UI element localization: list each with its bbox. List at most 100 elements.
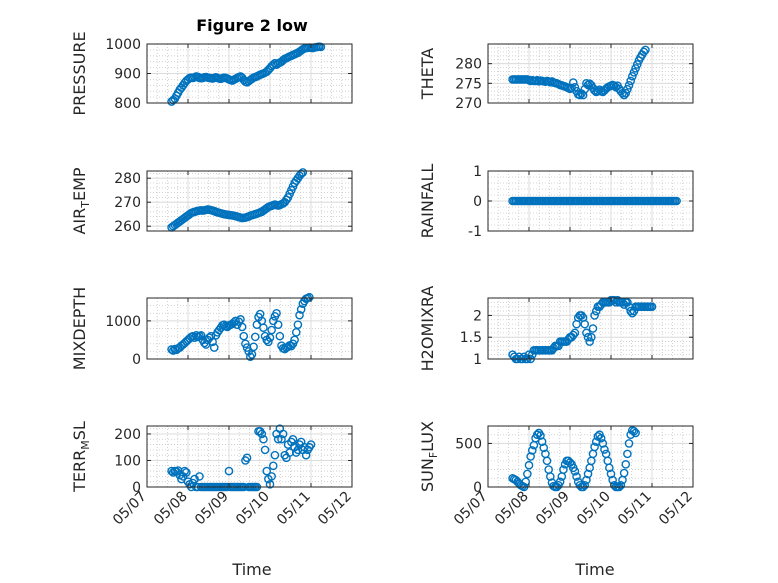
y-axis-label: THETA <box>418 48 437 100</box>
data-point <box>278 429 288 439</box>
data-point <box>623 84 632 94</box>
y-tick-label: 500 <box>455 436 482 452</box>
data-point <box>265 480 275 489</box>
y-tick-label: 1 <box>473 352 482 368</box>
data-point <box>598 439 608 448</box>
data-point <box>647 302 657 312</box>
data-point <box>224 466 234 476</box>
data-point <box>568 78 578 87</box>
data-point <box>190 474 199 484</box>
data-point <box>288 434 298 444</box>
data-point <box>260 445 270 455</box>
data-point <box>570 82 580 92</box>
data-point <box>606 469 616 479</box>
y-tick-label: 1000 <box>105 314 141 330</box>
data-point <box>590 311 599 320</box>
data-point <box>277 434 286 444</box>
data-point <box>619 468 629 478</box>
data-point <box>555 477 565 487</box>
panel-theta: 270 275 280 THETA <box>418 43 694 112</box>
data-point <box>631 64 640 73</box>
data-point <box>539 443 549 453</box>
data-point <box>306 440 316 449</box>
data-point <box>259 434 268 444</box>
y-axis-label: AIRTEMP <box>70 167 92 234</box>
data-point <box>621 460 631 469</box>
y-tick-label: 0 <box>132 352 141 368</box>
data-point <box>267 325 276 335</box>
y-tick-label: 275 <box>455 76 482 92</box>
data-point <box>239 331 249 341</box>
data-point <box>301 450 311 460</box>
data-point <box>249 342 258 352</box>
data-point <box>632 60 642 69</box>
x-tick-label: 05/12 <box>315 489 355 529</box>
data-point <box>296 169 306 179</box>
y-tick-label: 270 <box>114 195 141 211</box>
data-point <box>626 306 635 316</box>
data-point <box>568 330 578 340</box>
panel-pressure: 800 900 1000 PRESSURE <box>70 31 353 116</box>
data-point <box>631 428 640 438</box>
data-point <box>257 429 267 439</box>
data-point <box>206 331 216 341</box>
data-point <box>577 311 586 320</box>
data-point <box>582 475 591 485</box>
data-point <box>267 472 276 481</box>
y-tick-label: 260 <box>114 219 141 235</box>
y-tick-label: -1 <box>468 224 482 240</box>
x-axis-label-left: Time <box>231 560 271 579</box>
data-point <box>265 333 275 342</box>
data-point <box>316 42 326 52</box>
x-tick-label: 05/08 <box>151 489 191 529</box>
data-point <box>209 343 219 352</box>
data-point <box>182 468 191 477</box>
data-point <box>641 45 650 55</box>
data-point <box>559 465 568 474</box>
y-tick-label: 280 <box>114 171 141 187</box>
data-point <box>521 477 531 487</box>
data-point <box>298 168 308 177</box>
data-point <box>537 437 547 446</box>
y-axis-label: TERRMSL <box>70 421 92 493</box>
data-point <box>523 469 532 479</box>
data-point <box>268 461 278 471</box>
x-tick-label: 05/11 <box>274 489 314 529</box>
y-tick-label: 1 <box>473 164 482 180</box>
data-point <box>624 439 634 448</box>
data-point <box>626 76 635 86</box>
data-point <box>296 305 306 314</box>
data-point <box>536 431 545 440</box>
data-point <box>542 456 552 466</box>
x-tick-label: 05/10 <box>233 489 273 529</box>
data-point <box>180 466 190 476</box>
data-point <box>526 452 535 461</box>
data-point <box>578 90 588 100</box>
panel-sun-flux: 0 500 05/07 05/08 05/09 05/10 05/11 05/12 SUNFLU… <box>418 421 696 528</box>
data-point <box>608 475 617 485</box>
panel-terr-msl: 0 100 200 05/07 05/08 05/09 05/10 05/11 05/12 TER… <box>70 421 355 528</box>
panel-air-temp: 260 270 280 AIRTEMP <box>70 167 353 235</box>
x-tick-label: 05/12 <box>656 489 696 529</box>
y-axis-label: RAINFALL <box>418 164 437 239</box>
data-point <box>250 332 260 342</box>
data-point <box>191 331 201 340</box>
axes-box <box>146 425 353 488</box>
axes-box <box>146 170 353 232</box>
data-point <box>623 449 632 459</box>
axes-box <box>487 425 694 488</box>
data-point <box>236 315 245 324</box>
data-point <box>583 469 593 479</box>
y-tick-label: 800 <box>114 96 141 112</box>
data-point <box>624 81 634 90</box>
data-point <box>270 450 280 460</box>
x-tick-label: 05/07 <box>110 489 150 529</box>
y-axis-label: SUNFLUX <box>418 421 440 492</box>
x-tick-label: 05/10 <box>574 489 614 529</box>
data-point <box>583 332 593 342</box>
data-point <box>305 292 314 302</box>
data-point <box>582 328 591 338</box>
data-point <box>580 480 590 490</box>
